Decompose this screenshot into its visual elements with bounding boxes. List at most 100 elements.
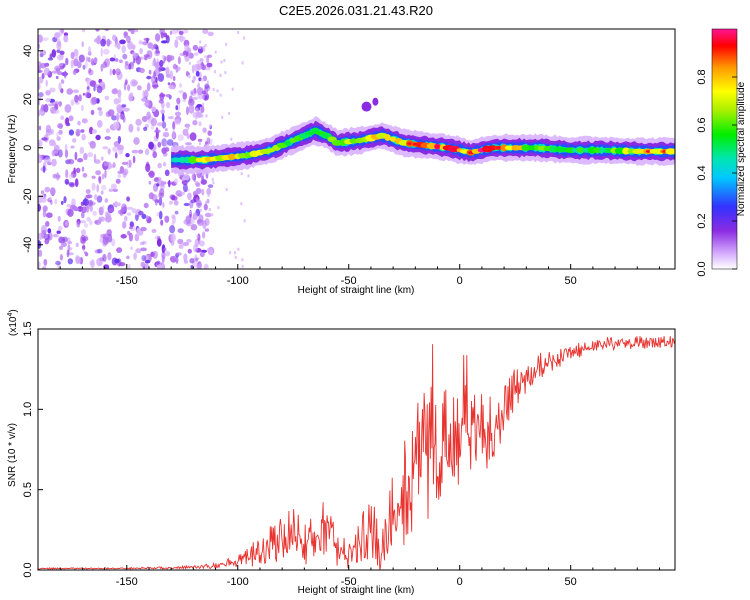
noise-speck [234, 251, 236, 255]
noise-blob [57, 54, 64, 61]
noise-blob [75, 167, 81, 173]
noise-blob [200, 179, 207, 185]
noise-blob [145, 163, 151, 172]
noise-blob [135, 248, 142, 254]
colorbar: 0.0 0.2 0.4 0.6 0.8 Normalized spectral ampl… [696, 28, 747, 277]
noise-blob [104, 169, 107, 179]
spec-y-tick-label: 20 [22, 93, 34, 105]
ridge-peak [496, 146, 501, 150]
noise-blob [152, 151, 157, 159]
noise-blob [122, 53, 128, 60]
noise-blob [68, 173, 74, 179]
noise-blob [55, 75, 59, 80]
noise-blob [51, 150, 55, 157]
noise-blob [151, 194, 158, 202]
noise-blob [74, 151, 78, 161]
noise-blob [174, 210, 179, 215]
noise-blob [83, 152, 88, 161]
noise-blob [58, 123, 63, 129]
noise-blob [94, 194, 98, 201]
noise-speck [205, 114, 208, 118]
noise-blob [123, 31, 128, 37]
noise-blob [109, 68, 113, 76]
noise-speck [241, 258, 244, 262]
noise-blob [81, 133, 86, 141]
noise-blob [151, 228, 157, 233]
noise-blob [175, 190, 183, 197]
noise-blob [164, 169, 170, 177]
spec-x-tick-label: -50 [341, 275, 357, 287]
noise-blob [112, 188, 119, 192]
noise-blob [160, 180, 165, 187]
noise-blob [186, 239, 192, 243]
noise-speck [199, 45, 201, 49]
noise-blob [52, 173, 57, 179]
noise-blob [100, 190, 104, 195]
spectrogram-content [38, 29, 675, 269]
noise-blob [114, 42, 120, 48]
noise-blob [77, 158, 84, 163]
noise-blob [62, 63, 66, 68]
noise-blob [57, 215, 61, 222]
noise-blob [204, 83, 210, 89]
noise-blob [155, 33, 161, 42]
noise-blob [178, 90, 184, 94]
noise-blob [58, 129, 63, 135]
noise-blob [57, 174, 61, 179]
noise-blob [141, 255, 147, 262]
noise-blob [51, 142, 57, 146]
noise-blob [182, 99, 187, 103]
noise-blob [147, 42, 153, 49]
noise-blob [137, 85, 142, 91]
noise-blob [60, 79, 65, 84]
noise-blob [206, 137, 211, 145]
noise-blob [38, 109, 41, 117]
noise-blob [151, 60, 155, 67]
spec-x-tick-label: 0 [457, 275, 463, 287]
noise-blob [117, 89, 122, 98]
noise-blob [56, 41, 62, 51]
noise-blob [42, 266, 47, 269]
noise-blob [174, 111, 181, 117]
noise-blob [56, 230, 61, 234]
noise-speck [196, 235, 199, 238]
ridge-peak [435, 145, 440, 148]
noise-blob [126, 255, 130, 260]
spec-x-tick-label: 50 [565, 275, 577, 287]
noise-blob [133, 137, 140, 145]
noise-blob [133, 58, 136, 64]
noise-speck [184, 54, 187, 58]
spectrogram-x-axis-label: Height of straight line (km) [298, 285, 415, 296]
noise-blob [163, 247, 167, 252]
noise-blob [70, 51, 75, 60]
noise-blob [203, 203, 208, 211]
noise-blob [86, 204, 90, 213]
noise-blob [153, 71, 156, 79]
noise-blob [126, 206, 134, 210]
noise-blob [140, 261, 146, 268]
noise-blob [137, 210, 144, 216]
noise-blob [122, 168, 129, 176]
noise-speck [206, 80, 209, 84]
noise-blob [185, 142, 192, 146]
noise-blob [159, 59, 164, 67]
noise-blob [175, 252, 182, 256]
noise-blob [183, 219, 190, 225]
noise-blob [96, 35, 101, 45]
noise-blob [141, 213, 147, 220]
noise-blob [177, 134, 184, 142]
noise-blob [148, 69, 152, 75]
noise-blob [107, 148, 111, 155]
noise-blob [41, 72, 45, 80]
noise-blob [117, 135, 122, 144]
noise-blob [63, 196, 67, 204]
noise-blob [161, 121, 167, 129]
noise-blob [79, 146, 85, 154]
noise-blob [160, 32, 164, 39]
noise-blob [126, 196, 130, 202]
colorbar-tick-label: 0.2 [696, 213, 708, 228]
noise-blob [45, 90, 51, 96]
noise-blob [156, 212, 160, 217]
noise-blob [58, 236, 66, 244]
noise-blob [192, 44, 199, 51]
